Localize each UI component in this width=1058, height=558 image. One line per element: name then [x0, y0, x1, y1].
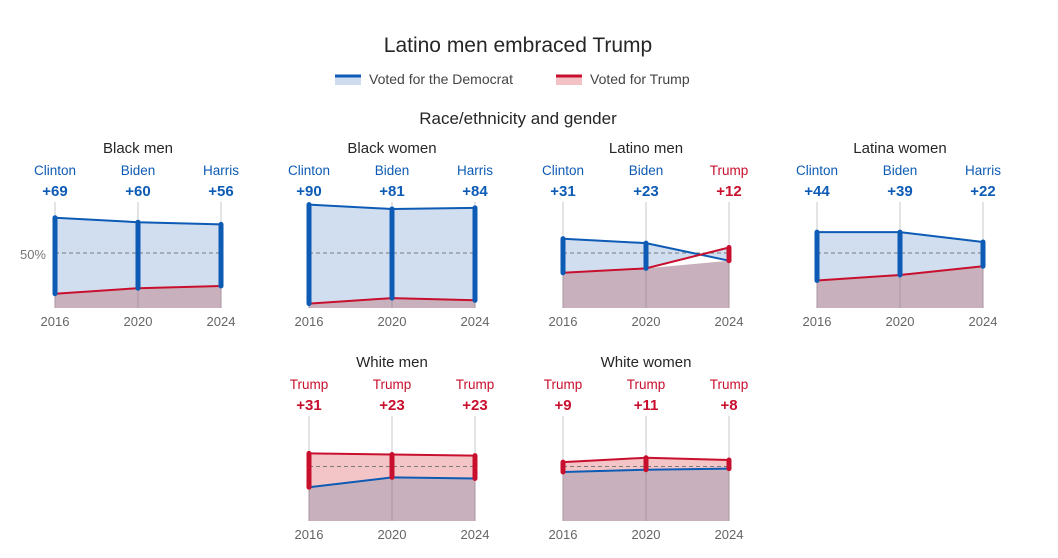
panel-white-women: White women Trump +9 2016 Trump +11 2020 Trump +… [544, 354, 749, 542]
margin-label: +31 [296, 397, 321, 414]
panel-white-men: White men Trump +31 2016 Trump +23 2020 Trump +2… [290, 354, 495, 542]
winner-label: Trump [290, 377, 329, 392]
chart-subtitle: Race/ethnicity and gender [419, 109, 617, 128]
x-tick-label: 2016 [295, 314, 324, 329]
winner-label: Trump [456, 377, 495, 392]
panel-black-women: Black women Clinton +90 2016 Biden +81 2020 Har… [288, 140, 493, 329]
panel-title: Black women [347, 140, 436, 157]
margin-label: +39 [887, 183, 912, 200]
winner-label: Trump [627, 377, 666, 392]
margin-label: +8 [720, 397, 737, 414]
margin-label: +69 [42, 183, 67, 200]
margin-label: +11 [634, 397, 659, 414]
legend-swatch-fill-dem [335, 76, 361, 85]
legend-label-rep: Voted for Trump [590, 71, 690, 87]
margin-label: +44 [804, 183, 830, 200]
x-tick-label: 2016 [41, 314, 70, 329]
winner-label: Trump [710, 163, 749, 178]
legend-label-dem: Voted for the Democrat [369, 71, 513, 87]
winner-label: Biden [629, 163, 664, 178]
x-tick-label: 2024 [969, 314, 998, 329]
reference-label: 50% [20, 247, 46, 262]
panel-black-men: Black men Clinton +69 2016 Biden +60 2020 Harri… [34, 140, 239, 329]
margin-label: +23 [462, 397, 487, 414]
x-tick-label: 2016 [295, 527, 324, 542]
panel-title: Latina women [853, 140, 946, 157]
x-tick-label: 2020 [886, 314, 915, 329]
x-tick-label: 2016 [549, 314, 578, 329]
panel-title: White women [601, 354, 692, 371]
legend: Voted for the Democrat Voted for Trump [335, 71, 690, 87]
x-tick-label: 2016 [549, 527, 578, 542]
margin-label: +9 [554, 397, 571, 414]
winner-label: Biden [883, 163, 918, 178]
x-tick-label: 2020 [378, 314, 407, 329]
winner-label: Biden [375, 163, 410, 178]
x-tick-label: 2020 [378, 527, 407, 542]
margin-label: +84 [462, 183, 488, 200]
margin-label: +22 [970, 183, 995, 200]
x-tick-label: 2020 [124, 314, 153, 329]
x-tick-label: 2020 [632, 314, 661, 329]
winner-label: Harris [203, 163, 239, 178]
legend-swatch-fill-rep [556, 76, 582, 85]
x-tick-label: 2024 [715, 527, 744, 542]
winner-label: Clinton [34, 163, 76, 178]
winner-label: Clinton [542, 163, 584, 178]
winner-label: Harris [965, 163, 1001, 178]
chart-title: Latino men embraced Trump [384, 34, 652, 57]
winner-label: Biden [121, 163, 156, 178]
x-tick-label: 2024 [207, 314, 236, 329]
panel-title: Black men [103, 140, 173, 157]
x-tick-label: 2024 [715, 314, 744, 329]
x-tick-label: 2020 [632, 527, 661, 542]
winner-label: Clinton [796, 163, 838, 178]
winner-label: Harris [457, 163, 493, 178]
margin-label: +23 [633, 183, 658, 200]
winner-label: Trump [373, 377, 412, 392]
panel-latino-men: Latino men Clinton +31 2016 Biden +23 2020 Trum… [542, 140, 748, 329]
margin-label: +31 [550, 183, 575, 200]
x-tick-label: 2024 [461, 527, 490, 542]
margin-label: +23 [379, 397, 404, 414]
x-tick-label: 2016 [803, 314, 832, 329]
x-tick-label: 2024 [461, 314, 490, 329]
winner-label: Trump [710, 377, 749, 392]
winner-label: Clinton [288, 163, 330, 178]
margin-label: +60 [125, 183, 150, 200]
panel-title: Latino men [609, 140, 683, 157]
panel-title: White men [356, 354, 428, 371]
margin-label: +90 [296, 183, 321, 200]
margin-label: +81 [379, 183, 404, 200]
winner-label: Trump [544, 377, 583, 392]
panel-latina-women: Latina women Clinton +44 2016 Biden +39 2020 Ha… [796, 140, 1001, 329]
margin-label: +12 [716, 183, 741, 200]
margin-label: +56 [208, 183, 233, 200]
